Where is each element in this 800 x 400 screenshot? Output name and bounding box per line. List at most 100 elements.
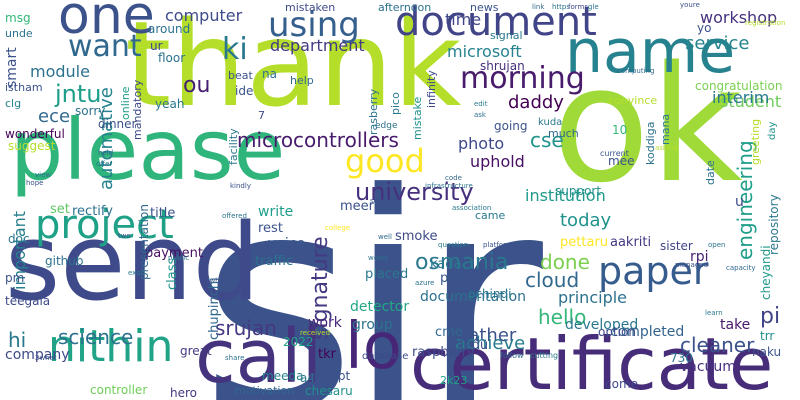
word: jntu [55, 80, 102, 108]
word: learn [705, 309, 723, 317]
word: completed [610, 324, 685, 340]
word: mistaken [285, 1, 336, 14]
word: computing [617, 67, 655, 75]
word: rectify [72, 204, 113, 219]
word: take [720, 317, 751, 333]
word: mistake [411, 96, 424, 140]
word: placed [365, 267, 409, 282]
word: current [600, 149, 629, 158]
word: using [268, 5, 360, 45]
word: platform [483, 241, 513, 249]
word: open [708, 241, 726, 249]
word: rpi [690, 249, 709, 265]
word: university [355, 178, 474, 206]
word: done [540, 250, 590, 274]
word: association [452, 204, 492, 212]
word: cleaner [680, 333, 755, 357]
word: wonderful [5, 127, 65, 141]
word: 730 [670, 351, 693, 365]
word: yeah [155, 97, 185, 111]
word: shrujan [480, 59, 525, 73]
word: detector [350, 299, 410, 315]
word: cheyandi [759, 245, 773, 300]
word: hello [538, 305, 587, 329]
word: cloud [525, 268, 580, 292]
word: gle [588, 3, 599, 11]
word: interim [712, 88, 770, 107]
word: doc [8, 232, 30, 246]
word: asking [655, 144, 678, 152]
word: help [290, 74, 314, 87]
word: motivation [235, 384, 295, 397]
word: pettaru [560, 235, 608, 250]
word: college [325, 224, 351, 232]
word: follow [500, 351, 524, 360]
word: github [45, 254, 84, 268]
word: ki [222, 32, 248, 67]
word: raspberry [412, 345, 475, 360]
word: edit [474, 100, 488, 108]
word: facility [227, 128, 240, 165]
word: daddy [508, 92, 564, 113]
word: ledu [460, 338, 489, 353]
word: u [735, 194, 744, 210]
word: chesaru [305, 384, 353, 398]
word: dinner [98, 117, 137, 131]
word: paper [598, 249, 709, 293]
word: ochindi [468, 287, 512, 301]
word: support [555, 184, 602, 198]
word: work [308, 315, 342, 331]
word: trr [760, 329, 775, 343]
word: documentation [420, 289, 527, 305]
word: infrastructure [425, 182, 473, 190]
word: science [58, 325, 134, 349]
word: set [50, 202, 70, 217]
word: want [68, 29, 142, 64]
word: around [148, 22, 191, 36]
word: floor [158, 51, 186, 65]
word: managed [675, 261, 709, 269]
word: signal [490, 29, 523, 42]
word: kindly [230, 182, 251, 190]
word: one [58, 0, 155, 46]
word: expo [128, 269, 146, 277]
word: workshop [700, 8, 778, 27]
word: sir [200, 130, 543, 400]
word: developed [565, 317, 639, 333]
word: accept [310, 369, 351, 383]
word: 2022 [283, 335, 314, 349]
word: ok [552, 31, 743, 218]
word: automative [96, 87, 117, 190]
word: database [362, 351, 409, 362]
word: department [270, 36, 365, 55]
word: institution [525, 186, 606, 205]
word: date [704, 160, 717, 185]
word: srujan [215, 316, 277, 340]
word: convince [608, 94, 658, 107]
word: well [378, 233, 392, 241]
word: aakriti [610, 235, 652, 250]
word: istham [5, 81, 43, 94]
word: name [565, 17, 736, 87]
word: cse [530, 128, 564, 152]
word: world [368, 254, 388, 262]
word: two [118, 232, 131, 240]
word: principle [558, 288, 628, 307]
word: https [552, 3, 571, 11]
word: project [35, 202, 174, 248]
word: rest [258, 221, 283, 236]
word: cme [435, 325, 463, 340]
word: sister [660, 239, 693, 253]
word: naku [752, 345, 782, 359]
word: clg [5, 97, 22, 110]
word: hero [170, 386, 197, 400]
word: much [548, 127, 579, 140]
word: link [532, 3, 545, 11]
word: held [98, 149, 114, 157]
word: today [560, 210, 612, 231]
word: tkr [318, 347, 336, 362]
word: lo [345, 310, 402, 384]
word: offered [222, 212, 247, 220]
word: youre [680, 1, 700, 9]
